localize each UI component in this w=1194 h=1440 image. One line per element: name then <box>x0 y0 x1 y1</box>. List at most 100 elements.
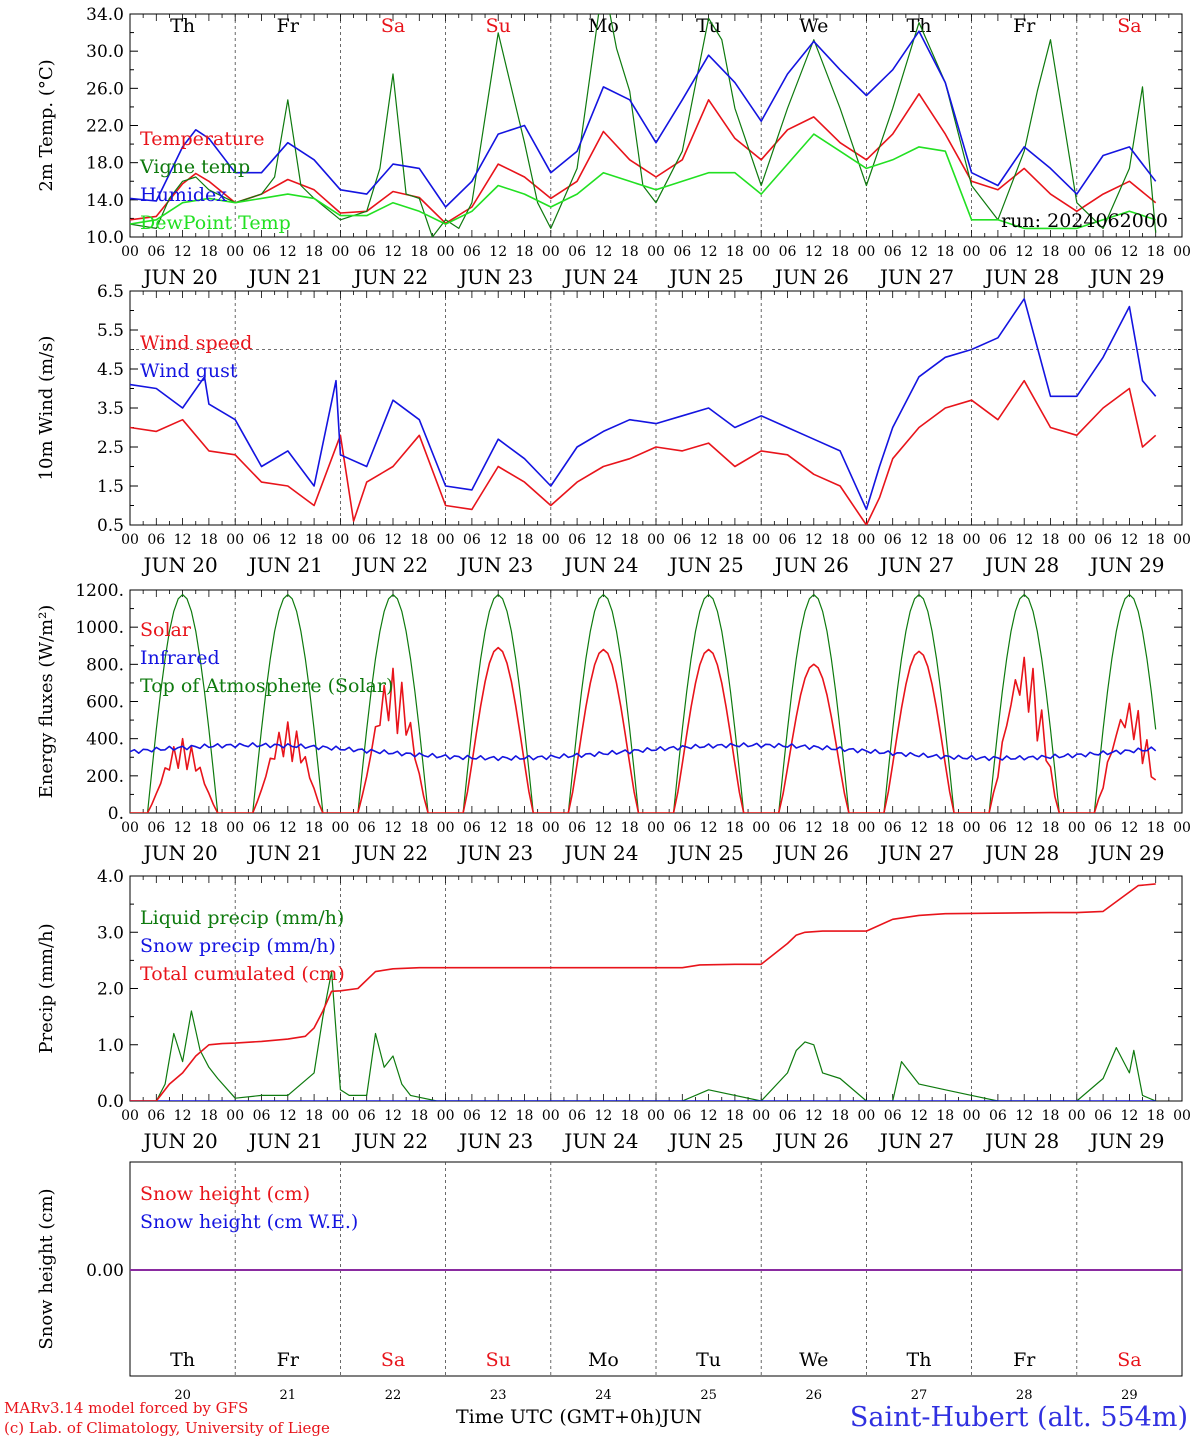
y-axis-label: 10m Wind (m/s) <box>36 336 57 481</box>
date-label: JUN 20 <box>142 841 218 865</box>
hour-tick-label: 00 <box>857 820 875 836</box>
series-wind-speed <box>130 379 1157 525</box>
y-tick-label: 5.5 <box>97 321 124 341</box>
weekday-label: Th <box>170 15 195 37</box>
hour-tick-label: 00 <box>1173 820 1191 836</box>
y-tick-label: 2.5 <box>97 438 124 458</box>
weekday-label: Fr <box>1013 15 1036 37</box>
hour-tick-label: 00 <box>752 820 770 836</box>
hour-tick-label: 12 <box>384 532 402 548</box>
y-tick-label: 22.0 <box>86 117 124 137</box>
hour-tick-label: 06 <box>147 532 165 548</box>
date-label: JUN 25 <box>668 265 744 289</box>
hour-tick-label: 00 <box>1068 1108 1086 1124</box>
hour-tick-label: 06 <box>253 532 271 548</box>
date-label: JUN 29 <box>1088 265 1164 289</box>
meteogram: 10.0 14.0 18.0 22.0 26.0 30.0 34.0 2m Temp. (°C… <box>36 5 1191 1400</box>
legend-snow-height-cm-w-e-: Snow height (cm W.E.) <box>140 1211 358 1233</box>
hour-tick-label: 00 <box>752 1108 770 1124</box>
hour-tick-label: 18 <box>621 820 639 836</box>
legend-snow-height-cm-: Snow height (cm) <box>140 1183 310 1205</box>
hour-tick-label: 06 <box>884 244 902 260</box>
hour-tick-label: 12 <box>910 244 928 260</box>
hour-tick-label: 18 <box>1147 820 1165 836</box>
y-tick-label: 1.5 <box>97 477 124 497</box>
hour-tick-label: 00 <box>542 244 560 260</box>
series-vigne-temp <box>130 14 1157 237</box>
hour-tick-label: 18 <box>936 244 954 260</box>
station-name: Saint-Hubert (alt. 554m) <box>849 1402 1188 1433</box>
panel-frame <box>129 13 1183 238</box>
weekday-label: Sa <box>381 15 405 37</box>
date-label: JUN 27 <box>878 265 954 289</box>
legend-wind-gust: Wind gust <box>140 360 238 382</box>
hour-tick-label: 12 <box>1015 1108 1033 1124</box>
hour-tick-label: 12 <box>489 820 507 836</box>
y-tick-label: 6.5 <box>97 282 124 302</box>
hour-tick-label: 18 <box>410 532 428 548</box>
hour-tick-label: 12 <box>1120 532 1138 548</box>
date-label: JUN 24 <box>562 1129 638 1153</box>
series-humidex <box>130 30 1157 208</box>
hour-tick-label: 06 <box>253 820 271 836</box>
hour-tick-label: 18 <box>726 244 744 260</box>
hour-tick-label: 00 <box>437 532 455 548</box>
hour-tick-label: 00 <box>1173 532 1191 548</box>
hour-tick-label: 00 <box>542 532 560 548</box>
series-group <box>130 298 1157 525</box>
hour-tick-label: 00 <box>121 532 139 548</box>
hour-tick-label: 00 <box>963 532 981 548</box>
hour-tick-label: 06 <box>989 244 1007 260</box>
series-group <box>130 14 1157 237</box>
y-tick-label: 3.0 <box>97 923 124 943</box>
hour-tick-label: 00 <box>647 244 665 260</box>
run-label: run: 2024062000 <box>1001 210 1168 232</box>
date-label: JUN 22 <box>352 553 428 577</box>
hour-tick-label: 12 <box>594 820 612 836</box>
date-label: JUN 21 <box>247 553 323 577</box>
hour-tick-label: 06 <box>568 820 586 836</box>
hour-tick-label: 06 <box>253 244 271 260</box>
day-number-label: 23 <box>490 1388 507 1400</box>
hour-tick-label: 12 <box>279 244 297 260</box>
hour-tick-label: 12 <box>1015 820 1033 836</box>
hour-tick-label: 06 <box>884 1108 902 1124</box>
day-number-label: 20 <box>174 1388 191 1400</box>
hour-tick-label: 00 <box>1068 244 1086 260</box>
hour-tick-label: 12 <box>805 532 823 548</box>
hour-tick-label: 06 <box>884 532 902 548</box>
hour-tick-label: 18 <box>516 820 534 836</box>
date-label: JUN 25 <box>668 1129 744 1153</box>
y-tick-label: 26.0 <box>86 79 124 99</box>
hour-tick-label: 06 <box>358 532 376 548</box>
hour-tick-label: 12 <box>1120 244 1138 260</box>
hour-tick-label: 18 <box>831 532 849 548</box>
y-tick-label: 10.0 <box>86 228 124 248</box>
date-label: JUN 24 <box>562 265 638 289</box>
hour-tick-label: 12 <box>700 244 718 260</box>
hour-tick-label: 06 <box>884 820 902 836</box>
hour-tick-label: 18 <box>936 532 954 548</box>
date-label: JUN 29 <box>1088 841 1164 865</box>
legend-vigne-temp: Vigne temp <box>139 156 250 178</box>
hour-tick-label: 00 <box>331 244 349 260</box>
hour-tick-label: 06 <box>1094 1108 1112 1124</box>
hour-tick-label: 00 <box>331 820 349 836</box>
hour-tick-label: 06 <box>463 820 481 836</box>
legend-solar: Solar <box>140 619 192 641</box>
date-label: JUN 24 <box>562 841 638 865</box>
y-tick-label: 14.0 <box>86 191 124 211</box>
series-wind-gust <box>130 298 1157 511</box>
hour-tick-label: 00 <box>437 820 455 836</box>
date-label: JUN 20 <box>142 1129 218 1153</box>
hour-tick-label: 18 <box>305 1108 323 1124</box>
y-tick-label: 0. <box>108 804 124 824</box>
date-label: JUN 23 <box>457 265 533 289</box>
hour-tick-label: 12 <box>910 532 928 548</box>
date-label: JUN 27 <box>878 841 954 865</box>
hour-tick-label: 06 <box>779 244 797 260</box>
hour-tick-label: 12 <box>700 532 718 548</box>
weekday-label: Fr <box>277 15 300 37</box>
date-label: JUN 23 <box>457 841 533 865</box>
hour-tick-label: 18 <box>621 532 639 548</box>
